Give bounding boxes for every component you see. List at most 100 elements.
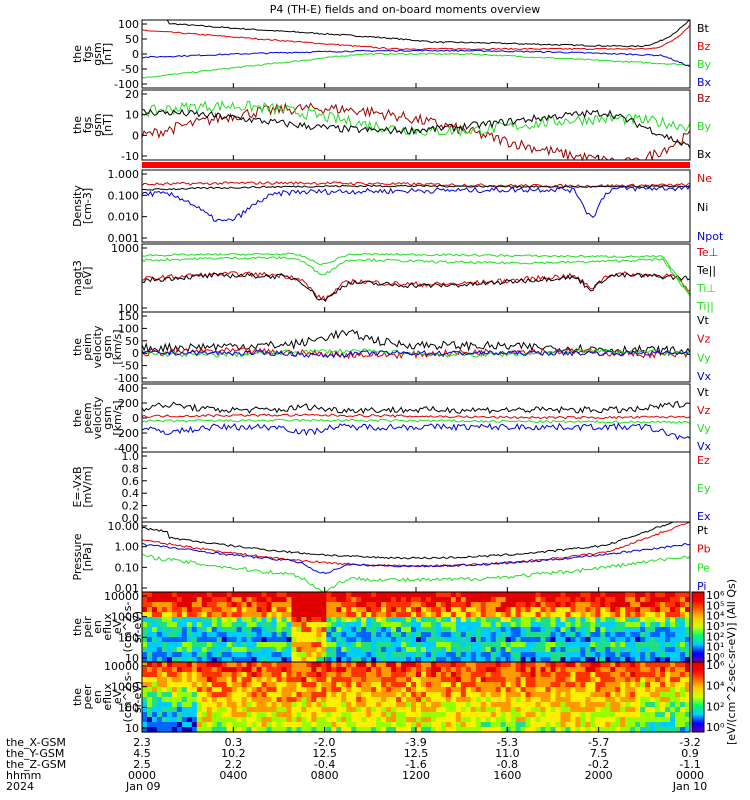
heatmap-cell — [301, 727, 307, 733]
heatmap-cell — [261, 597, 268, 603]
heatmap-cell — [660, 722, 666, 728]
heatmap-cell — [161, 612, 168, 618]
heatmap-cell — [630, 717, 636, 723]
heatmap-cell — [635, 697, 641, 703]
heatmap-cell — [196, 612, 203, 618]
heatmap-cell — [540, 667, 547, 673]
heatmap-cell — [595, 637, 601, 643]
heatmap-cell — [590, 727, 596, 733]
heatmap-cell — [246, 682, 253, 688]
heatmap-cell — [640, 727, 646, 733]
heatmap-cell — [186, 622, 193, 628]
heatmap-cell — [610, 722, 616, 728]
heatmap-cell — [176, 622, 183, 628]
heatmap-cell — [630, 707, 636, 713]
heatmap-cell — [445, 687, 452, 693]
heatmap-cell — [146, 662, 153, 668]
heatmap-cell — [435, 667, 442, 673]
heatmap-cell — [470, 682, 477, 688]
heatmap-cell — [460, 612, 467, 618]
heatmap-cell — [665, 652, 671, 658]
heatmap-cell — [645, 702, 651, 708]
heatmap-cell — [530, 642, 537, 648]
heatmap-cell — [550, 602, 557, 608]
heatmap-cell — [430, 627, 437, 633]
heatmap-cell — [211, 672, 218, 678]
heatmap-cell — [201, 647, 208, 653]
heatmap-cell — [396, 662, 402, 668]
heatmap-cell — [371, 602, 377, 608]
heatmap-cell — [450, 607, 457, 613]
heatmap-cell — [480, 722, 487, 728]
heatmap-cell — [430, 657, 437, 663]
heatmap-cell — [261, 707, 268, 713]
heatmap-cell — [226, 647, 233, 653]
heatmap-cell — [261, 602, 268, 608]
heatmap-cell — [565, 652, 572, 658]
heatmap-cell — [386, 617, 392, 623]
heatmap-cell — [171, 727, 178, 733]
heatmap-cell — [396, 642, 402, 648]
heatmap-cell — [201, 692, 208, 698]
heatmap-cell — [565, 647, 572, 653]
heatmap-cell — [376, 727, 382, 733]
ytick-label: 1000 — [111, 611, 139, 624]
heatmap-cell — [500, 597, 507, 603]
heatmap-cell — [301, 672, 307, 678]
heatmap-cell — [455, 712, 462, 718]
heatmap-cell — [336, 712, 342, 718]
heatmap-cell — [411, 617, 417, 623]
heatmap-cell — [396, 712, 402, 718]
heatmap-cell — [505, 627, 512, 633]
heatmap-cell — [430, 592, 437, 598]
heatmap-cell — [565, 607, 572, 613]
heatmap-cell — [595, 677, 601, 683]
heatmap-cell — [161, 652, 168, 658]
heatmap-cell — [660, 657, 666, 663]
footer-value: 2.5 — [133, 758, 151, 771]
heatmap-cell — [261, 642, 268, 648]
heatmap-cell — [276, 607, 283, 613]
heatmap-cell — [196, 687, 203, 693]
heatmap-cell — [545, 692, 552, 698]
heatmap-cell — [515, 637, 522, 643]
heatmap-cell — [371, 682, 377, 688]
heatmap-cell — [460, 627, 467, 633]
heatmap-cell — [635, 612, 641, 618]
heatmap-cell — [241, 697, 248, 703]
heatmap-cell — [560, 637, 567, 643]
heatmap-cell — [396, 612, 402, 618]
heatmap-cell — [515, 662, 522, 668]
heatmap-cell — [540, 637, 547, 643]
heatmap-cell — [216, 677, 223, 683]
heatmap-cell — [630, 682, 636, 688]
heatmap-cell — [142, 717, 148, 723]
heatmap-cell — [231, 617, 238, 623]
heatmap-cell — [306, 642, 312, 648]
heatmap-cell — [156, 697, 163, 703]
heatmap-cell — [665, 637, 671, 643]
heatmap-cell — [495, 687, 502, 693]
heatmap-cell — [151, 687, 158, 693]
heatmap-cell — [286, 672, 293, 678]
heatmap-cell — [565, 637, 572, 643]
heatmap-cell — [650, 687, 656, 693]
heatmap-cell — [480, 717, 487, 723]
heatmap-cell — [585, 687, 591, 693]
heatmap-cell — [336, 592, 342, 598]
heatmap-cell — [201, 592, 208, 598]
heatmap-cell — [331, 722, 337, 728]
heatmap-cell — [296, 617, 303, 623]
heatmap-cell — [640, 637, 646, 643]
heatmap-cell — [156, 592, 163, 598]
heatmap-cell — [630, 632, 636, 638]
heatmap-cell — [286, 652, 293, 658]
heatmap-cell — [316, 622, 322, 628]
heatmap-cell — [371, 622, 377, 628]
heatmap-cell — [645, 622, 651, 628]
heatmap-cell — [530, 627, 537, 633]
heatmap-cell — [495, 702, 502, 708]
ytick-label: 10 — [125, 652, 139, 665]
heatmap-cell — [231, 692, 238, 698]
heatmap-cell — [286, 667, 293, 673]
